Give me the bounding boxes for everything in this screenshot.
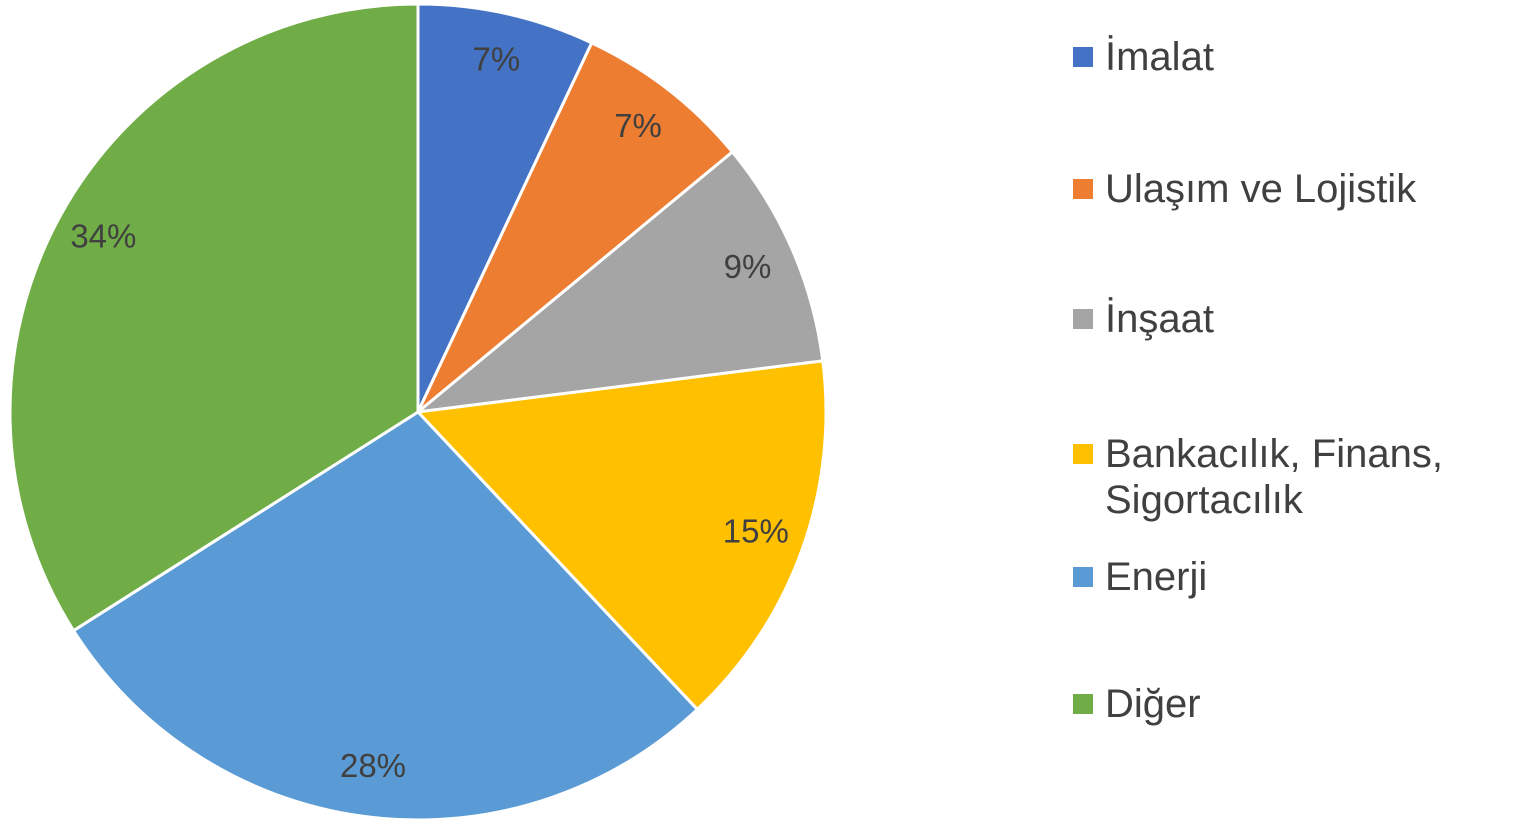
pie-slice <box>8 2 420 633</box>
legend-swatch <box>1073 47 1093 67</box>
data-label: 7% <box>614 107 662 144</box>
data-label: 15% <box>723 512 789 549</box>
legend-label: Bankacılık, Finans, Sigortacılık <box>1105 432 1443 522</box>
legend-item: Ulaşım ve Lojistik <box>1073 166 1513 212</box>
legend-item: Diğer <box>1073 681 1513 727</box>
legend-swatch <box>1073 694 1093 714</box>
legend-label: İnşaat <box>1105 297 1214 341</box>
legend-label: Ulaşım ve Lojistik <box>1105 167 1417 211</box>
legend-label: Enerji <box>1105 555 1208 599</box>
pie-slice <box>416 2 594 413</box>
data-label: 9% <box>724 248 772 285</box>
pie-slice <box>71 410 700 822</box>
pie-slice <box>416 40 735 414</box>
legend-swatch <box>1073 444 1093 464</box>
legend-item: Bankacılık, Finans, Sigortacılık <box>1073 431 1513 523</box>
data-label: 7% <box>472 40 520 77</box>
legend-label: Diğer <box>1105 682 1201 726</box>
legend-swatch <box>1073 567 1093 587</box>
pie-slice <box>413 149 825 415</box>
data-label: 34% <box>70 218 136 255</box>
legend-swatch <box>1073 179 1093 199</box>
legend-item: İnşaat <box>1073 296 1513 342</box>
legend-item: İmalat <box>1073 34 1513 80</box>
legend-item: Enerji <box>1073 554 1513 600</box>
data-label: 28% <box>340 747 406 784</box>
pie-slice <box>414 359 828 712</box>
legend-swatch <box>1073 309 1093 329</box>
legend-label: İmalat <box>1105 35 1214 79</box>
